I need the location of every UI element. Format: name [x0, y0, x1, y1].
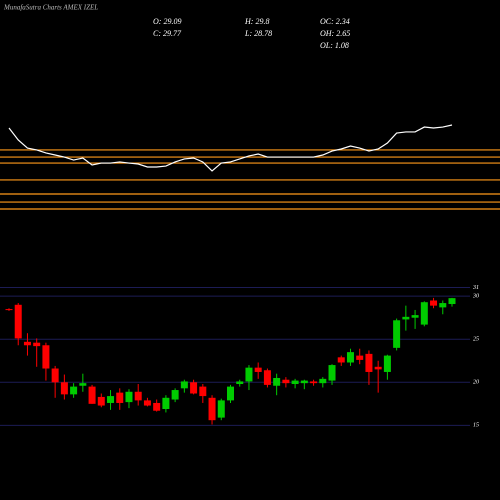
- candle-body: [79, 383, 87, 386]
- ohlc-stat: OH: 2.65: [320, 29, 350, 38]
- candle-body: [180, 381, 188, 389]
- candle-body: [328, 365, 336, 381]
- candle-body: [374, 366, 382, 370]
- y-tick-label: 31: [472, 285, 479, 291]
- indicator-line: [8, 124, 453, 172]
- candle-body: [245, 367, 253, 382]
- candle-body: [337, 357, 345, 363]
- candle-body: [420, 302, 428, 325]
- candle-body: [300, 380, 308, 384]
- ohlc-stat: H: 29.8: [244, 17, 269, 26]
- candle-body: [107, 396, 115, 403]
- candle-body: [23, 341, 31, 346]
- candle-body: [70, 386, 78, 395]
- candle-body: [356, 355, 364, 360]
- candle-body: [125, 391, 133, 403]
- candle-body: [411, 315, 419, 318]
- candle-body: [291, 380, 299, 385]
- candle-body: [42, 345, 50, 369]
- ohlc-stat: L: 28.78: [244, 29, 272, 38]
- candle-body: [60, 382, 68, 395]
- candle-body: [402, 316, 410, 320]
- candle-body: [439, 303, 447, 308]
- candle-body: [199, 386, 207, 397]
- ohlc-stat: OC: 2.34: [320, 17, 350, 26]
- chart-title: MunafaSutra Charts AMEX IZEL: [3, 4, 98, 12]
- candle-body: [273, 377, 281, 386]
- candle-body: [217, 400, 225, 418]
- ohlc-stat: C: 29.77: [153, 29, 182, 38]
- candle-body: [162, 397, 170, 409]
- candle-body: [143, 400, 151, 406]
- candle-body: [383, 355, 391, 372]
- candle-body: [236, 381, 244, 385]
- ohlc-stat: OL: 1.08: [320, 41, 349, 50]
- candle-body: [5, 309, 13, 311]
- candle-body: [51, 368, 59, 383]
- candle-body: [254, 367, 262, 372]
- y-tick-label: 30: [472, 294, 479, 300]
- candle-body: [319, 378, 327, 384]
- candle-body: [153, 402, 161, 411]
- ohlc-stat: O: 29.09: [153, 17, 181, 26]
- candle-body: [14, 304, 22, 339]
- candle-body: [448, 298, 456, 305]
- y-tick-label: 20: [473, 380, 479, 386]
- candle-body: [263, 370, 271, 385]
- candle-body: [227, 386, 234, 401]
- candle-body: [393, 320, 401, 348]
- candle-body: [282, 379, 290, 384]
- candle-body: [88, 386, 96, 404]
- candle-body: [33, 342, 41, 347]
- candle-body: [171, 390, 179, 400]
- candle-body: [430, 300, 438, 306]
- candle-body: [310, 381, 318, 384]
- y-tick-label: 15: [473, 423, 479, 429]
- candle-body: [190, 382, 198, 394]
- candle-body: [365, 353, 373, 372]
- y-tick-label: 25: [473, 337, 479, 343]
- candle-body: [116, 392, 124, 403]
- candle-body: [97, 396, 105, 406]
- candle-body: [208, 397, 216, 421]
- candle-body: [134, 391, 142, 401]
- candle-body: [346, 352, 354, 363]
